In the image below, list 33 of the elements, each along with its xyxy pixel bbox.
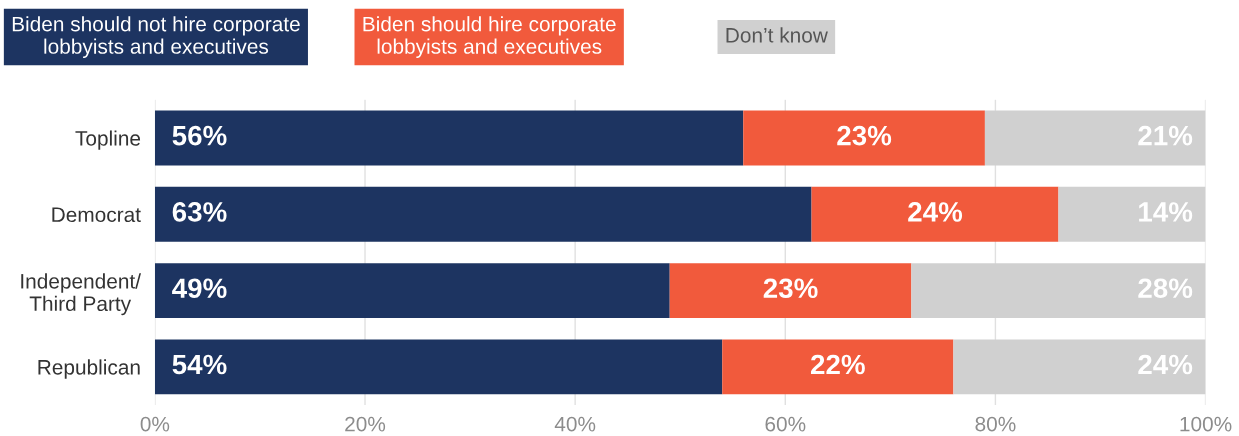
- x-tick-label: 60%: [765, 416, 806, 432]
- data-label: 23%: [763, 278, 818, 299]
- bar: [743, 110, 985, 166]
- data-label: 63%: [172, 202, 227, 222]
- bar: [811, 186, 1059, 242]
- y-tick-label: Republican: [38, 359, 140, 379]
- text: Biden should not hire corporate lobbyists and executives: [12, 16, 300, 58]
- text: Biden should hire corporate lobbyists and executives: [363, 16, 616, 58]
- data-label: 23%: [837, 125, 892, 146]
- x-tick-label: 100%: [1180, 416, 1232, 432]
- y-tick-label: Democrat: [52, 207, 141, 223]
- x-tick-label: 80%: [975, 416, 1016, 432]
- text: Don’t know: [726, 27, 828, 43]
- data-label: 22%: [810, 354, 865, 375]
- y-tick-label: Independent/ Third Party: [21, 273, 141, 316]
- bar: [722, 339, 954, 395]
- bar: [984, 110, 1206, 166]
- bar: [154, 263, 670, 319]
- bar: [911, 263, 1206, 319]
- y-tick-label: Topline: [75, 130, 141, 150]
- data-label: 24%: [908, 202, 963, 222]
- x-tick-label: 20%: [345, 416, 386, 432]
- bar: [953, 339, 1206, 395]
- x-tick-label: 0%: [140, 416, 170, 432]
- x-tick-label: 40%: [554, 416, 596, 432]
- data-label: 54%: [172, 354, 227, 375]
- bar: [669, 263, 912, 319]
- bar: [154, 186, 812, 242]
- data-label: 49%: [172, 278, 227, 299]
- data-label: 56%: [172, 125, 227, 146]
- bar: [154, 110, 744, 166]
- bar: [154, 339, 723, 395]
- bar: [1058, 186, 1206, 242]
